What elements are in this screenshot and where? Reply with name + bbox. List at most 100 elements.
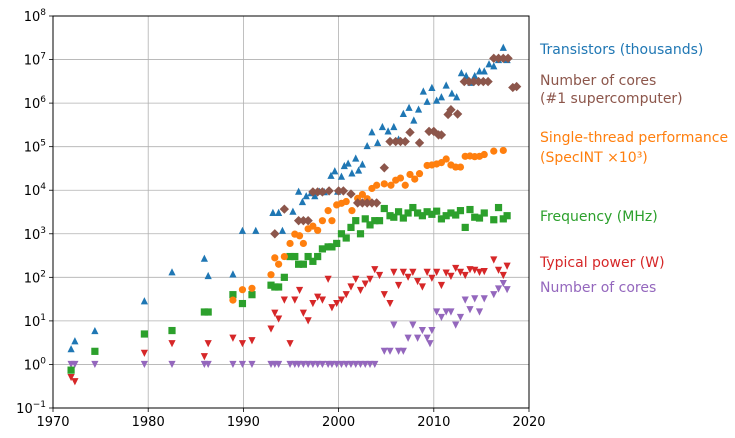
series-label-single-thread: Single-thread performance bbox=[540, 130, 728, 146]
data-point-num-cores bbox=[275, 360, 283, 369]
data-point-power bbox=[461, 271, 469, 280]
series-label-cores-supercomputer: (#1 supercomputer) bbox=[540, 91, 683, 107]
y-tick-label: 105 bbox=[24, 139, 46, 156]
data-point-transistors bbox=[352, 154, 360, 162]
data-point-num-cores bbox=[437, 313, 446, 322]
data-point-transistors bbox=[140, 297, 148, 305]
data-point-power bbox=[271, 309, 279, 317]
data-point-num-cores bbox=[352, 360, 360, 369]
data-point-cores-supercomputer bbox=[498, 53, 508, 64]
data-point-power bbox=[275, 315, 283, 323]
data-point-frequency bbox=[452, 211, 460, 219]
data-point-power bbox=[414, 277, 422, 286]
data-point-single-thread bbox=[286, 239, 294, 248]
data-point-cores-supercomputer bbox=[308, 187, 318, 197]
data-point-frequency bbox=[91, 347, 99, 355]
data-point-cores-supercomputer bbox=[379, 163, 389, 173]
data-point-single-thread bbox=[415, 170, 424, 178]
x-tick-label: 1970 bbox=[36, 415, 69, 430]
data-point-num-cores bbox=[238, 360, 247, 369]
data-point-frequency bbox=[229, 291, 237, 299]
y-tick-label: 107 bbox=[24, 52, 46, 69]
data-point-transistors bbox=[337, 172, 346, 180]
data-point-frequency bbox=[423, 208, 431, 216]
data-point-power bbox=[442, 269, 450, 277]
data-point-power bbox=[71, 378, 79, 386]
data-point-power bbox=[229, 334, 237, 342]
data-point-single-thread bbox=[499, 146, 507, 155]
data-point-transistors bbox=[448, 89, 456, 97]
data-point-num-cores bbox=[466, 306, 474, 314]
data-point-transistors bbox=[302, 192, 310, 200]
data-point-transistors bbox=[269, 208, 277, 216]
data-point-single-thread bbox=[271, 254, 279, 262]
data-point-frequency bbox=[67, 366, 75, 374]
data-point-power bbox=[371, 266, 379, 274]
data-point-power bbox=[475, 268, 484, 276]
data-point-frequency bbox=[304, 252, 312, 261]
data-point-cores-supercomputer bbox=[405, 127, 415, 138]
data-point-power bbox=[390, 268, 398, 276]
data-point-single-thread bbox=[411, 175, 419, 183]
x-tick-label: 2010 bbox=[417, 415, 450, 430]
data-point-power bbox=[404, 273, 412, 281]
data-point-transistors bbox=[475, 67, 484, 75]
data-point-frequency bbox=[280, 273, 288, 281]
data-point-num-cores bbox=[447, 308, 455, 316]
data-point-frequency bbox=[418, 212, 426, 220]
data-point-num-cores bbox=[418, 326, 426, 335]
data-point-cores-supercomputer bbox=[446, 105, 456, 115]
data-point-power bbox=[324, 275, 332, 283]
data-point-transistors bbox=[331, 167, 339, 175]
data-point-single-thread bbox=[248, 284, 256, 292]
data-point-frequency bbox=[386, 212, 394, 220]
data-point-transistors bbox=[67, 345, 75, 353]
data-point-num-cores bbox=[480, 295, 488, 303]
data-point-transistors bbox=[485, 60, 493, 68]
data-point-cores-supercomputer bbox=[478, 76, 488, 87]
data-point-num-cores bbox=[295, 360, 303, 369]
data-point-frequency bbox=[352, 217, 360, 225]
data-point-power bbox=[342, 291, 350, 299]
data-point-transistors bbox=[200, 254, 208, 262]
data-point-frequency bbox=[271, 283, 279, 291]
data-point-cores-supercomputer bbox=[338, 186, 349, 196]
data-point-num-cores bbox=[333, 360, 341, 369]
data-point-frequency bbox=[494, 203, 503, 212]
data-point-single-thread bbox=[318, 217, 327, 225]
data-point-transistors bbox=[363, 141, 371, 150]
data-point-transistors bbox=[457, 69, 466, 77]
data-point-transistors bbox=[368, 128, 376, 136]
data-point-cores-supercomputer bbox=[367, 198, 377, 208]
data-point-power bbox=[447, 272, 455, 281]
data-point-transistors bbox=[384, 127, 392, 135]
data-point-num-cores bbox=[433, 308, 441, 316]
data-point-frequency bbox=[366, 221, 374, 229]
data-point-transistors bbox=[390, 122, 398, 131]
data-point-frequency bbox=[140, 330, 148, 338]
data-point-frequency bbox=[466, 205, 474, 214]
y-tick-label: 103 bbox=[24, 226, 46, 243]
data-point-single-thread bbox=[328, 217, 336, 225]
data-point-cores-supercomputer bbox=[324, 186, 334, 196]
data-point-frequency bbox=[291, 252, 299, 261]
data-point-transistors bbox=[437, 93, 446, 101]
data-point-num-cores bbox=[399, 347, 407, 355]
data-point-frequency bbox=[200, 308, 208, 316]
data-point-cores-supercomputer bbox=[362, 198, 372, 208]
data-point-transistors bbox=[490, 62, 498, 70]
data-point-num-cores bbox=[168, 360, 176, 369]
series-label-cores-supercomputer: Number of cores bbox=[540, 73, 656, 89]
data-point-transistors bbox=[423, 97, 431, 105]
data-point-transistors bbox=[499, 43, 507, 51]
data-point-num-cores bbox=[140, 360, 148, 369]
data-point-num-cores bbox=[394, 347, 403, 355]
data-point-transistors bbox=[91, 326, 99, 335]
data-point-cores-supercomputer bbox=[443, 109, 453, 120]
y-tick-label: 106 bbox=[24, 95, 47, 112]
data-point-single-thread bbox=[280, 252, 288, 261]
data-point-single-thread bbox=[380, 180, 388, 188]
data-point-power bbox=[480, 268, 488, 276]
y-tick-label: 101 bbox=[24, 313, 46, 330]
data-point-power bbox=[291, 296, 299, 304]
